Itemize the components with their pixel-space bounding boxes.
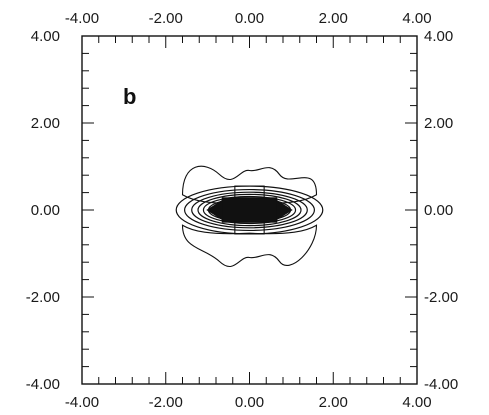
- x-tick-label-top: 4.00: [402, 10, 431, 27]
- contour-level-2: [183, 188, 316, 232]
- x-tick-label-top: 2.00: [319, 10, 348, 27]
- contour-lobe-lower: [181, 224, 318, 268]
- x-tick-label-bottom: 2.00: [319, 394, 348, 411]
- y-tick-label-right: 4.00: [424, 28, 453, 45]
- panel-label: b: [123, 84, 136, 109]
- y-tick-label-right: 2.00: [424, 115, 453, 132]
- x-tick-label-top: 0.00: [235, 10, 264, 27]
- x-tick-label-top: -4.00: [65, 10, 99, 27]
- y-tick-label-left: 0.00: [31, 202, 60, 219]
- x-tick-label-bottom: 4.00: [402, 394, 431, 411]
- y-tick-label-right: -4.00: [424, 376, 458, 393]
- y-tick-label-left: -2.00: [26, 289, 60, 306]
- x-tick-label-top: -2.00: [149, 10, 183, 27]
- axis-tick-labels: -4.00 -4.00 -2.00 -2.00 0.00 0.00 2.00 2.00 4.00…: [26, 10, 458, 411]
- y-tick-label-left: 4.00: [31, 28, 60, 45]
- contour-core-wing-right: [276, 199, 293, 221]
- x-tick-label-bottom: 0.00: [235, 394, 264, 411]
- y-tick-label-right: -2.00: [424, 289, 458, 306]
- axis-ticks: [81, 35, 418, 385]
- y-tick-label-left: -4.00: [26, 376, 60, 393]
- contour-lines: [175, 165, 324, 268]
- y-tick-label-right: 0.00: [424, 202, 453, 219]
- contour-level-5: [202, 195, 297, 225]
- contour-level-4: [197, 193, 302, 227]
- x-tick-label-bottom: -2.00: [149, 394, 183, 411]
- contour-dense-core: [221, 197, 278, 223]
- contour-level-3: [191, 191, 308, 229]
- contour-core-wing-left: [206, 199, 223, 221]
- x-tick-label-bottom: -4.00: [65, 394, 99, 411]
- y-tick-label-left: 2.00: [31, 115, 60, 132]
